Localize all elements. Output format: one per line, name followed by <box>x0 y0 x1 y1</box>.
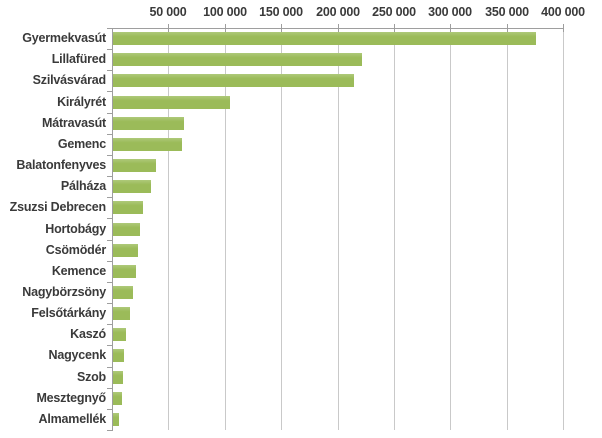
value-axis-label: 350 000 <box>485 5 529 19</box>
bar <box>113 159 156 172</box>
value-axis-label: 50 000 <box>149 5 187 19</box>
bar <box>113 349 124 362</box>
category-axis-tick <box>107 367 112 368</box>
value-axis-label: 400 000 <box>541 5 585 19</box>
category-axis-label: Almamellék <box>38 412 107 426</box>
category-axis-label: Csömödér <box>45 243 106 257</box>
category-axis-label: Gyermekvasút <box>22 31 106 45</box>
category-axis-label: Királyrét <box>57 95 106 109</box>
category-axis-tick <box>107 240 112 241</box>
category-axis-label: Mesztegnyő <box>36 391 106 405</box>
category-axis-tick <box>107 282 112 283</box>
bar <box>113 244 138 257</box>
bar <box>113 371 123 384</box>
category-axis-label: Pálháza <box>60 179 106 193</box>
gridline <box>338 28 339 430</box>
category-axis-tick <box>107 409 112 410</box>
category-axis-label: Szob <box>76 370 106 384</box>
bar <box>113 53 362 66</box>
bar <box>113 286 133 299</box>
category-axis-label: Nagybörzsöny <box>22 285 106 299</box>
category-axis-label: Lillafüred <box>51 52 106 66</box>
bar <box>113 265 136 278</box>
category-axis-tick <box>107 324 112 325</box>
category-axis-label: Hortobágy <box>45 222 106 236</box>
category-axis-tick <box>107 261 112 262</box>
bar <box>113 117 184 130</box>
category-axis-label: Kemence <box>51 264 106 278</box>
category-axis-label: Mátravasút <box>42 116 106 130</box>
category-axis-label: Balatonfenyves <box>16 158 106 172</box>
gridline <box>281 28 282 430</box>
category-axis-label: Felsőtárkány <box>31 306 106 320</box>
category-axis-tick <box>107 28 112 29</box>
category-axis-line <box>112 28 113 431</box>
category-axis-tick <box>107 430 112 431</box>
bar <box>113 392 122 405</box>
value-axis-label: 150 000 <box>259 5 303 19</box>
bar <box>113 413 119 426</box>
category-axis-tick <box>107 70 112 71</box>
value-axis-label: 300 000 <box>428 5 472 19</box>
value-axis-label: 250 000 <box>372 5 416 19</box>
category-axis-tick <box>107 303 112 304</box>
gridline <box>450 28 451 430</box>
category-axis-tick <box>107 218 112 219</box>
value-axis-label: 200 000 <box>316 5 360 19</box>
category-axis-tick <box>107 197 112 198</box>
bar <box>113 180 151 193</box>
value-axis-line <box>112 28 564 29</box>
category-axis-tick <box>107 388 112 389</box>
gridline <box>507 28 508 430</box>
category-axis-label: Szilvásvárad <box>32 73 107 87</box>
category-axis-tick <box>107 134 112 135</box>
category-axis-tick <box>107 155 112 156</box>
bar <box>113 74 354 87</box>
bar <box>113 201 143 214</box>
value-axis-label: 100 000 <box>203 5 247 19</box>
category-axis-tick <box>107 345 112 346</box>
gridline <box>168 28 169 430</box>
category-axis-tick <box>107 113 112 114</box>
category-axis-label: Zsuzsi Debrecen <box>9 200 107 214</box>
bar <box>113 328 126 341</box>
category-axis-tick <box>107 176 112 177</box>
category-axis-tick <box>107 91 112 92</box>
gridline <box>394 28 395 430</box>
bar <box>113 32 536 45</box>
bar <box>113 96 230 109</box>
bar <box>113 307 130 320</box>
category-axis-label: Nagycenk <box>48 348 107 362</box>
category-axis-label: Kaszó <box>70 327 106 341</box>
gridline <box>563 28 564 430</box>
gridline <box>225 28 226 430</box>
category-axis-tick <box>107 49 112 50</box>
bar <box>113 138 182 151</box>
category-axis-label: Gemenc <box>57 137 106 151</box>
bar <box>113 223 140 236</box>
